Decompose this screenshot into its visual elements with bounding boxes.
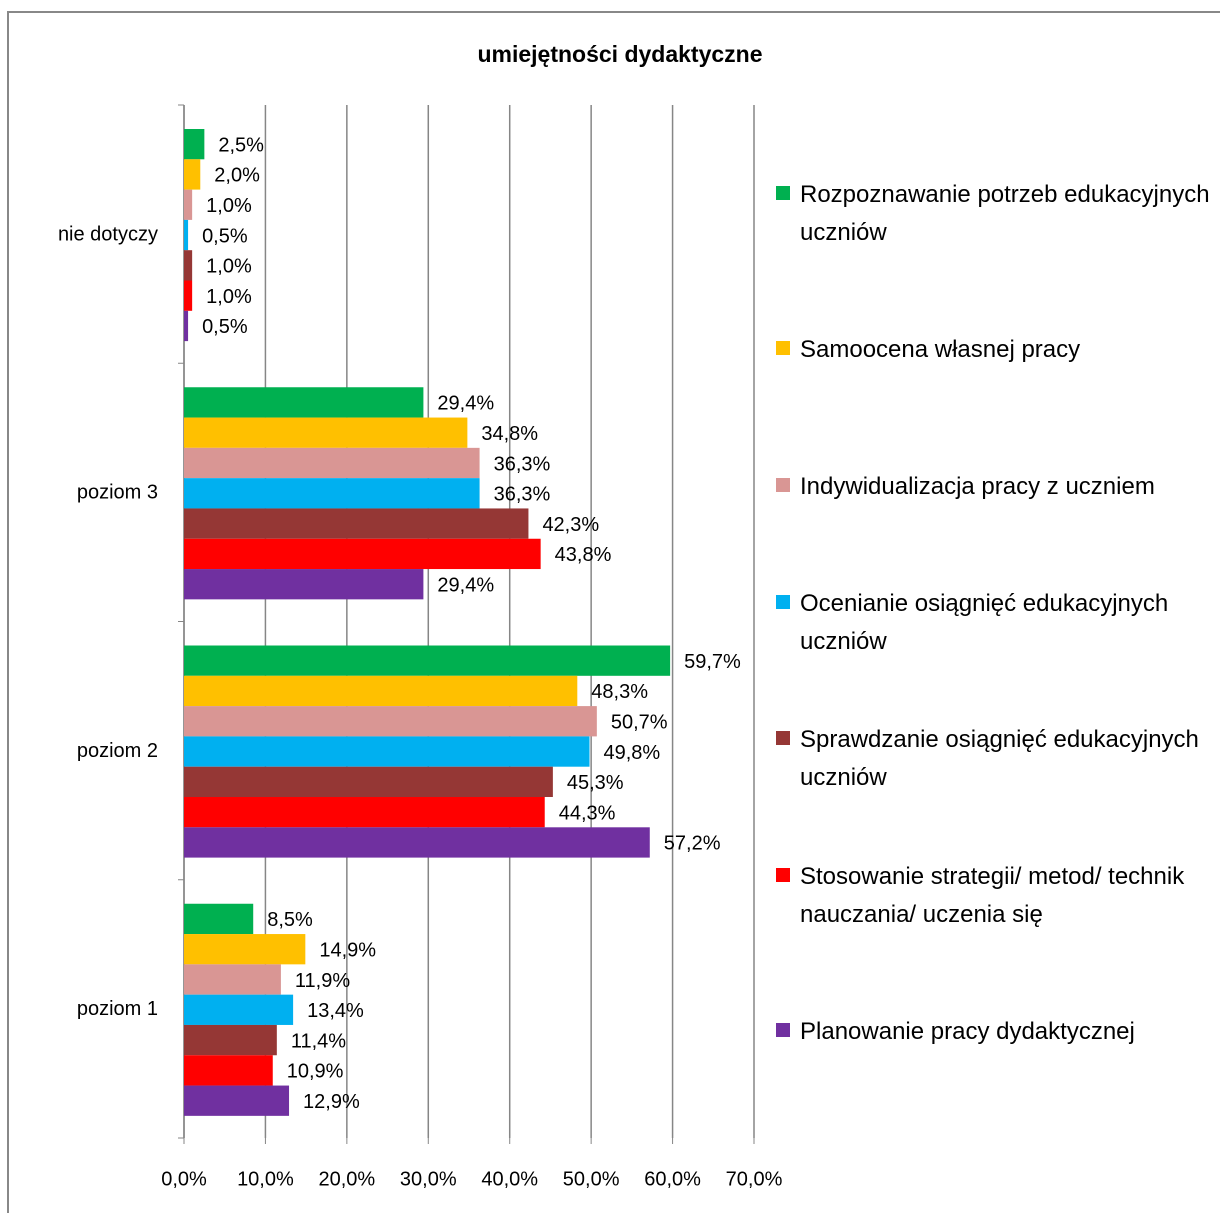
bar <box>184 569 424 600</box>
legend-label: Indywidualizacja pracy z uczniem <box>800 472 1155 500</box>
legend-swatch <box>776 867 790 882</box>
data-label: 34,8% <box>481 423 538 445</box>
y-tick-label: poziom 2 <box>77 740 158 762</box>
bar <box>184 645 671 676</box>
data-label: 2,0% <box>214 165 260 187</box>
legend-swatch <box>776 341 790 356</box>
bar <box>184 706 597 737</box>
legend-item: Ocenianie osiągnięć edukacyjnych uczniów <box>776 585 1220 661</box>
data-label: 36,3% <box>494 453 551 475</box>
x-tick-label: 30,0% <box>400 1168 457 1190</box>
bar <box>184 1055 273 1086</box>
bar <box>184 964 281 995</box>
data-label: 12,9% <box>303 1091 360 1113</box>
data-label: 49,8% <box>604 742 661 764</box>
x-tick-label: 20,0% <box>318 1168 375 1190</box>
data-label: 29,4% <box>437 393 494 415</box>
legend-item: Samoocena własnej pracy <box>776 331 1220 369</box>
bar <box>184 675 578 707</box>
legend-label: Samoocena własnej pracy <box>800 336 1081 364</box>
data-label: 11,4% <box>291 1030 346 1052</box>
data-label: 29,4% <box>437 574 494 596</box>
data-label: 59,7% <box>684 651 741 673</box>
data-label: 13,4% <box>307 1000 364 1022</box>
data-label: 8,5% <box>267 909 313 931</box>
legend-item: Rozpoznawanie potrzeb edukacyjnych uczni… <box>776 176 1220 252</box>
legend-label: Planowanie pracy dydaktycznej <box>800 1017 1135 1045</box>
bar <box>184 538 541 570</box>
legend-label: Ocenianie osiągnięć edukacyjnych uczniów <box>800 589 1169 655</box>
data-label: 43,8% <box>555 544 612 566</box>
bar <box>184 219 189 251</box>
x-tick-label: 10,0% <box>237 1168 294 1190</box>
x-tick-label: 70,0% <box>726 1168 783 1190</box>
x-tick-label: 40,0% <box>481 1168 538 1190</box>
data-label: 0,5% <box>202 316 248 338</box>
data-label: 2,5% <box>218 134 264 156</box>
bar <box>184 417 468 448</box>
data-label: 11,9% <box>295 970 350 992</box>
bar <box>184 310 189 342</box>
data-label: 14,9% <box>319 939 376 961</box>
data-label: 36,3% <box>494 484 551 506</box>
chart-title: umiejętności dydaktyczne <box>477 41 762 67</box>
bar <box>184 736 590 767</box>
legend-label: Stosowanie strategii/ metod/ technik nau… <box>800 862 1185 928</box>
data-label: 45,3% <box>567 772 624 794</box>
bar <box>184 903 254 935</box>
chart-border <box>7 11 1220 1213</box>
data-label: 1,0% <box>206 256 252 278</box>
legend-item: Sprawdzanie osiągnięć edukacyjnych uczni… <box>776 721 1220 797</box>
bar <box>184 994 294 1025</box>
data-label: 1,0% <box>206 195 252 217</box>
legend-item: Stosowanie strategii/ metod/ technik nau… <box>776 858 1220 934</box>
legend-item: Indywidualizacja pracy z uczniem <box>776 468 1220 506</box>
legend-swatch <box>776 186 790 200</box>
data-label: 57,2% <box>664 833 721 855</box>
bar <box>184 280 193 311</box>
y-tick-label: poziom 1 <box>77 998 158 1020</box>
legend-swatch <box>776 594 790 609</box>
y-tick-label: nie dotyczy <box>58 223 158 245</box>
legend-label: Sprawdzanie osiągnięć edukacyjnych uczni… <box>800 726 1199 792</box>
legend-swatch <box>776 1022 790 1037</box>
data-label: 42,3% <box>542 514 599 536</box>
bar <box>184 387 424 418</box>
bar <box>184 934 306 965</box>
bar <box>184 129 205 160</box>
legend-swatch <box>776 477 790 492</box>
bar <box>184 766 553 797</box>
bar <box>184 1024 277 1056</box>
bar <box>184 827 650 858</box>
x-tick-label: 0,0% <box>161 1168 207 1190</box>
x-tick-label: 50,0% <box>563 1168 620 1190</box>
data-label: 44,3% <box>559 802 616 824</box>
bar <box>184 797 545 828</box>
data-label: 50,7% <box>611 712 668 734</box>
bar <box>184 189 193 220</box>
bar <box>184 478 480 509</box>
bar <box>184 447 480 479</box>
legend-label: Rozpoznawanie potrzeb edukacyjnych uczni… <box>800 181 1210 246</box>
bar <box>184 250 193 281</box>
data-label: 0,5% <box>202 225 248 247</box>
data-label: 1,0% <box>206 286 252 308</box>
legend-swatch <box>776 731 790 746</box>
bar <box>184 508 529 539</box>
bar <box>184 1085 290 1116</box>
data-label: 48,3% <box>591 681 648 703</box>
x-tick-label: 60,0% <box>644 1168 701 1190</box>
legend-item: Planowanie pracy dydaktycznej <box>776 1013 1220 1051</box>
data-label: 10,9% <box>287 1061 344 1083</box>
bar <box>184 159 201 190</box>
y-tick-label: poziom 3 <box>77 482 158 504</box>
